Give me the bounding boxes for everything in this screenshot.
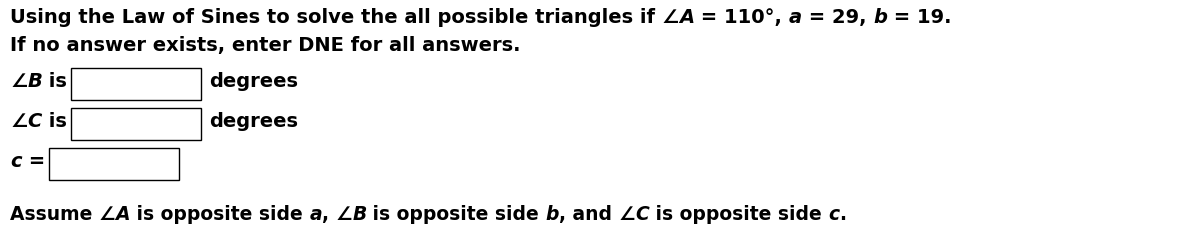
Text: a: a bbox=[310, 205, 322, 224]
Text: = 19.: = 19. bbox=[887, 8, 952, 27]
Text: b: b bbox=[874, 8, 887, 27]
Text: a: a bbox=[790, 8, 802, 27]
Text: = 110°,: = 110°, bbox=[695, 8, 790, 27]
Text: is opposite side: is opposite side bbox=[366, 205, 546, 224]
Text: A: A bbox=[679, 8, 695, 27]
Bar bbox=[71, 68, 202, 100]
Bar bbox=[49, 148, 179, 180]
Text: ∠: ∠ bbox=[336, 205, 353, 224]
Text: ∠: ∠ bbox=[98, 205, 115, 224]
Text: is opposite side: is opposite side bbox=[649, 205, 828, 224]
Text: is: is bbox=[42, 72, 67, 91]
Text: If no answer exists, enter DNE for all answers.: If no answer exists, enter DNE for all a… bbox=[10, 36, 521, 55]
Text: ∠: ∠ bbox=[661, 8, 679, 27]
Text: b: b bbox=[546, 205, 559, 224]
Text: C: C bbox=[635, 205, 649, 224]
Text: .: . bbox=[840, 205, 846, 224]
Text: c: c bbox=[828, 205, 840, 224]
Text: ,: , bbox=[322, 205, 336, 224]
Text: A: A bbox=[115, 205, 130, 224]
Text: C: C bbox=[28, 112, 42, 131]
Text: B: B bbox=[353, 205, 366, 224]
Text: = 29,: = 29, bbox=[802, 8, 874, 27]
Text: ∠: ∠ bbox=[619, 205, 635, 224]
Text: c: c bbox=[10, 152, 22, 171]
Text: Assume: Assume bbox=[10, 205, 98, 224]
Text: is: is bbox=[42, 112, 67, 131]
Bar bbox=[71, 108, 200, 140]
Text: degrees: degrees bbox=[209, 112, 298, 131]
Text: B: B bbox=[28, 72, 42, 91]
Text: ∠: ∠ bbox=[10, 112, 28, 131]
Text: , and: , and bbox=[559, 205, 619, 224]
Text: =: = bbox=[22, 152, 44, 171]
Text: degrees: degrees bbox=[209, 72, 299, 91]
Text: ∠: ∠ bbox=[10, 72, 28, 91]
Text: Using the Law of Sines to solve the all possible triangles if: Using the Law of Sines to solve the all … bbox=[10, 8, 661, 27]
Text: is opposite side: is opposite side bbox=[130, 205, 310, 224]
